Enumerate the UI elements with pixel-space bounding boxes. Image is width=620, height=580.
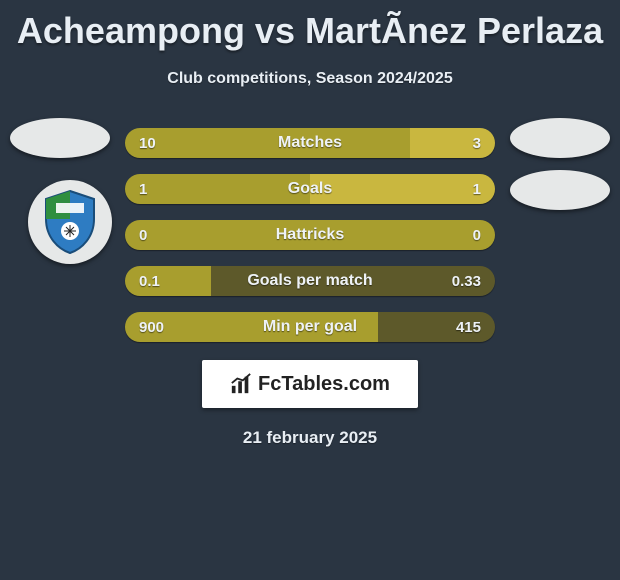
- comparison-panel: 10Matches31Goals10Hattricks00.1Goals per…: [0, 128, 620, 448]
- stat-row: 10Matches3: [125, 128, 495, 158]
- club-badge-left: [28, 180, 112, 264]
- stat-bars: 10Matches31Goals10Hattricks00.1Goals per…: [125, 128, 495, 342]
- club-shield-icon: [42, 189, 98, 255]
- player-right-avatar-placeholder-2: [510, 170, 610, 210]
- bar-chart-icon: [230, 373, 252, 395]
- player-right-avatar-placeholder-1: [510, 118, 610, 158]
- comparison-subtitle: Club competitions, Season 2024/2025: [0, 70, 620, 88]
- stat-value-right: 0: [473, 220, 481, 250]
- stat-value-right: 3: [473, 128, 481, 158]
- stat-label: Goals per match: [125, 266, 495, 296]
- stat-row: 0.1Goals per match0.33: [125, 266, 495, 296]
- comparison-title: Acheampong vs MartÃ­nez Perlaza: [0, 0, 620, 52]
- stat-label: Matches: [125, 128, 495, 158]
- stat-row: 900Min per goal415: [125, 312, 495, 342]
- player-left-avatar-placeholder: [10, 118, 110, 158]
- stat-row: 1Goals1: [125, 174, 495, 204]
- stat-label: Min per goal: [125, 312, 495, 342]
- brand-footer: FcTables.com: [202, 360, 418, 408]
- stat-value-right: 415: [456, 312, 481, 342]
- stat-row: 0Hattricks0: [125, 220, 495, 250]
- stat-label: Goals: [125, 174, 495, 204]
- brand-label: FcTables.com: [258, 373, 390, 396]
- stat-value-right: 1: [473, 174, 481, 204]
- footer-date: 21 february 2025: [0, 428, 620, 448]
- stat-label: Hattricks: [125, 220, 495, 250]
- stat-value-right: 0.33: [452, 266, 481, 296]
